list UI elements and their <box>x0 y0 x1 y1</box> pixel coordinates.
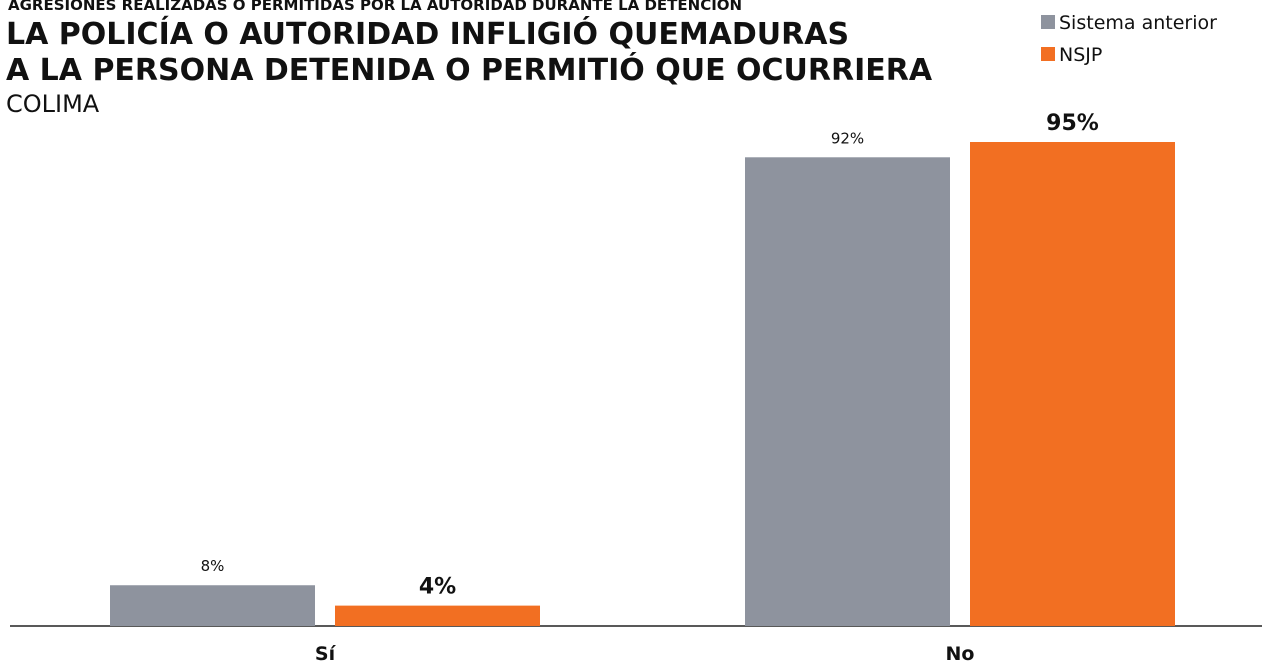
bar <box>110 585 315 626</box>
value-label: 8% <box>201 557 225 575</box>
value-label: 4% <box>419 575 456 600</box>
bar <box>745 157 950 626</box>
x-tick-label: Sí <box>315 643 337 664</box>
chart-title: A LA PERSONA DETENIDA O PERMITIÓ QUE OCU… <box>6 51 933 88</box>
legend-swatch <box>1041 47 1055 61</box>
legend-label: NSJP <box>1059 44 1102 66</box>
legend-swatch <box>1041 15 1055 29</box>
legend-label: Sistema anterior <box>1059 12 1217 34</box>
supertitle: AGRESIONES REALIZADAS O PERMITIDAS POR L… <box>8 0 742 14</box>
subtitle: COLIMA <box>6 90 100 118</box>
chart-title: LA POLICÍA O AUTORIDAD INFLIGIÓ QUEMADUR… <box>6 15 849 52</box>
value-label: 95% <box>1046 111 1099 136</box>
x-tick-label: No <box>946 643 975 664</box>
bar <box>335 605 540 626</box>
bar <box>970 142 1175 626</box>
value-label: 92% <box>831 129 864 147</box>
